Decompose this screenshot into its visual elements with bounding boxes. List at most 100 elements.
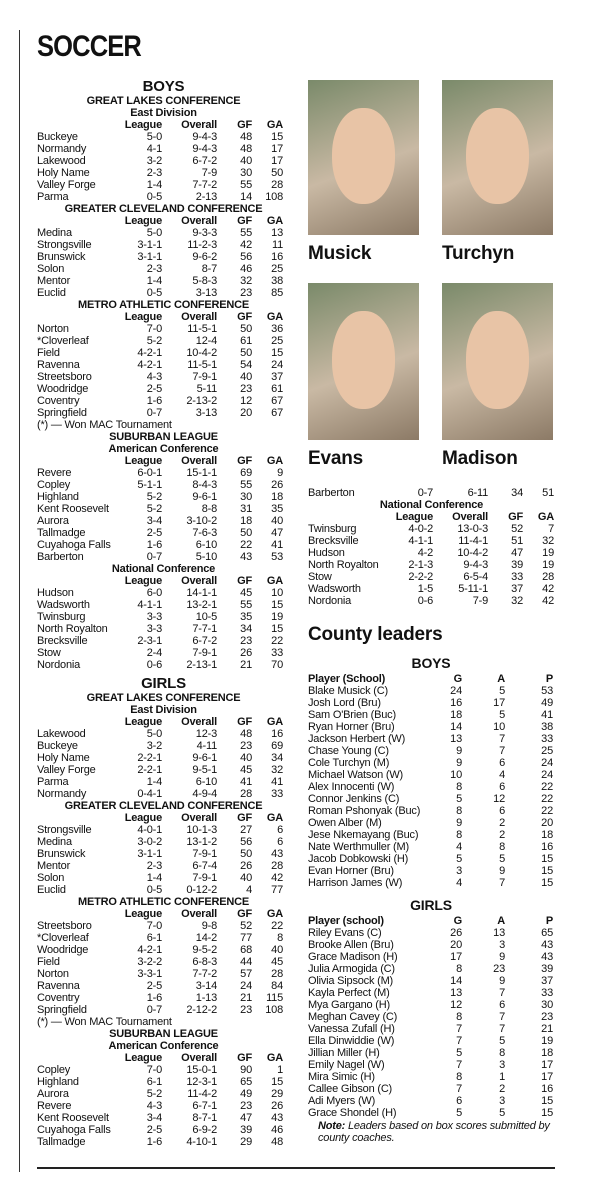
standing-cell: 15 [271, 623, 283, 635]
leader-stat: 4 [499, 769, 505, 781]
standing-cell: 0-5 [146, 191, 163, 203]
standing-cell: 17 [271, 143, 283, 155]
standing-cell: 42 [542, 583, 554, 595]
standing-cell: 10 [271, 587, 283, 599]
standing-cell: 56 [240, 251, 252, 263]
team-name: Ravenna [37, 980, 80, 992]
leader-stat: 18 [541, 829, 553, 841]
standing-cell: 34 [511, 487, 523, 499]
leader-stat: 9 [499, 865, 505, 877]
face [332, 107, 395, 204]
standing-cell: 2-2-1 [137, 752, 162, 764]
standing-cell: 4-9-4 [192, 788, 217, 800]
team-name: Norton [37, 968, 69, 980]
standing-cell: 19 [542, 559, 554, 571]
standing-cell: 5-11 [196, 383, 218, 395]
standing-cell: 34 [240, 623, 252, 635]
column-header: GA [266, 575, 283, 587]
standing-cell: 33 [271, 788, 283, 800]
standing-cell: 2-5 [146, 980, 163, 992]
standing-cell: 4-1 [146, 143, 163, 155]
team-name: Lakewood [37, 155, 86, 167]
team-name: Medina [37, 227, 72, 239]
team-name: Strongsville [37, 824, 92, 836]
leader-stat: 6 [499, 805, 505, 817]
leader-stat: 53 [541, 685, 553, 697]
leader-stat: 8 [456, 1011, 462, 1023]
conference-title: METRO ATHLETIC CONFERENCE [78, 299, 249, 311]
team-name: North Royalton [37, 623, 108, 635]
leader-name: Ella Dinwiddie (W) [308, 1035, 395, 1047]
standing-cell: 50 [240, 848, 252, 860]
team-name: Nordonia [308, 595, 352, 607]
standing-cell: 24 [240, 980, 252, 992]
column-header: Overall [181, 812, 217, 824]
column-header: League [124, 119, 163, 131]
leader-name: Cole Turchyn (M) [308, 757, 390, 769]
standing-cell: 22 [271, 920, 283, 932]
standing-cell: 17 [271, 155, 283, 167]
leader-name: Owen Alber (M) [308, 817, 382, 829]
standing-cell: 68 [240, 944, 252, 956]
standing-cell: 3-14 [195, 980, 217, 992]
standing-cell: 50 [271, 167, 283, 179]
leader-stat: 5 [499, 709, 505, 721]
team-name: Normandy [37, 143, 87, 155]
standing-cell: 5-10 [195, 551, 217, 563]
leader-stat: 5 [499, 685, 505, 697]
standing-cell: 5-2 [146, 1088, 163, 1100]
leader-name: Riley Evans (C) [308, 927, 382, 939]
column-header: GA [537, 511, 554, 523]
team-name: Holy Name [37, 752, 90, 764]
team-name: Streetsboro [37, 920, 92, 932]
standing-cell: 23 [240, 635, 252, 647]
standing-cell: 108 [265, 191, 283, 203]
leader-stat: 33 [541, 733, 553, 745]
photo [442, 283, 553, 440]
standing-cell: 38 [271, 275, 283, 287]
standing-cell: 0-5 [146, 287, 163, 299]
standing-cell: 0-5 [146, 884, 163, 896]
leader-name: Jese Nkemayang (Buc) [308, 829, 419, 841]
standing-cell: 7-9 [201, 167, 218, 179]
standing-cell: 23 [240, 383, 252, 395]
team-name: Valley Forge [37, 764, 96, 776]
column-header: Overall [181, 908, 217, 920]
leader-name: Jacob Dobkowski (H) [308, 853, 409, 865]
standing-cell: 6 [277, 836, 283, 848]
standing-cell: 6-7-2 [192, 635, 217, 647]
footnote: (*) — Won MAC Tournament [37, 1016, 172, 1028]
standing-cell: 11-4-2 [187, 1088, 217, 1100]
standing-cell: 46 [271, 1124, 283, 1136]
leaders-column: Player (School) [308, 673, 386, 685]
leader-stat: 5 [499, 1107, 505, 1119]
photo-name: Turchyn [442, 243, 515, 264]
conference-title: SUBURBAN LEAGUE [109, 431, 218, 443]
leader-stat: 10 [450, 769, 462, 781]
standing-cell: 1-4 [146, 872, 163, 884]
team-name: Streetsboro [37, 371, 92, 383]
leader-stat: 12 [450, 999, 462, 1011]
standing-cell: 49 [240, 1088, 252, 1100]
leader-stat: 22 [541, 781, 553, 793]
team-name: Copley [37, 479, 71, 491]
leader-name: Mya Gargano (H) [308, 999, 390, 1011]
leader-stat: 8 [456, 1071, 462, 1083]
standing-cell: 42 [271, 872, 283, 884]
column-header: GF [237, 575, 252, 587]
leader-name: Evan Horner (Bru) [308, 865, 394, 877]
leader-stat: 17 [541, 1071, 553, 1083]
standing-cell: 9-4-3 [463, 559, 488, 571]
leader-name: Chase Young (C) [308, 745, 389, 757]
column-header: Overall [181, 455, 217, 467]
column-header: GA [266, 1052, 283, 1064]
standing-cell: 6-7-2 [192, 155, 217, 167]
standing-cell: 35 [271, 503, 283, 515]
conference-subtitle: American Conference [108, 1040, 219, 1052]
standing-cell: 84 [271, 980, 283, 992]
leader-stat: 8 [499, 841, 505, 853]
standing-cell: 43 [271, 1112, 283, 1124]
standing-cell: 4-2-1 [137, 944, 162, 956]
leader-stat: 9 [499, 951, 505, 963]
standing-cell: 50 [240, 527, 252, 539]
